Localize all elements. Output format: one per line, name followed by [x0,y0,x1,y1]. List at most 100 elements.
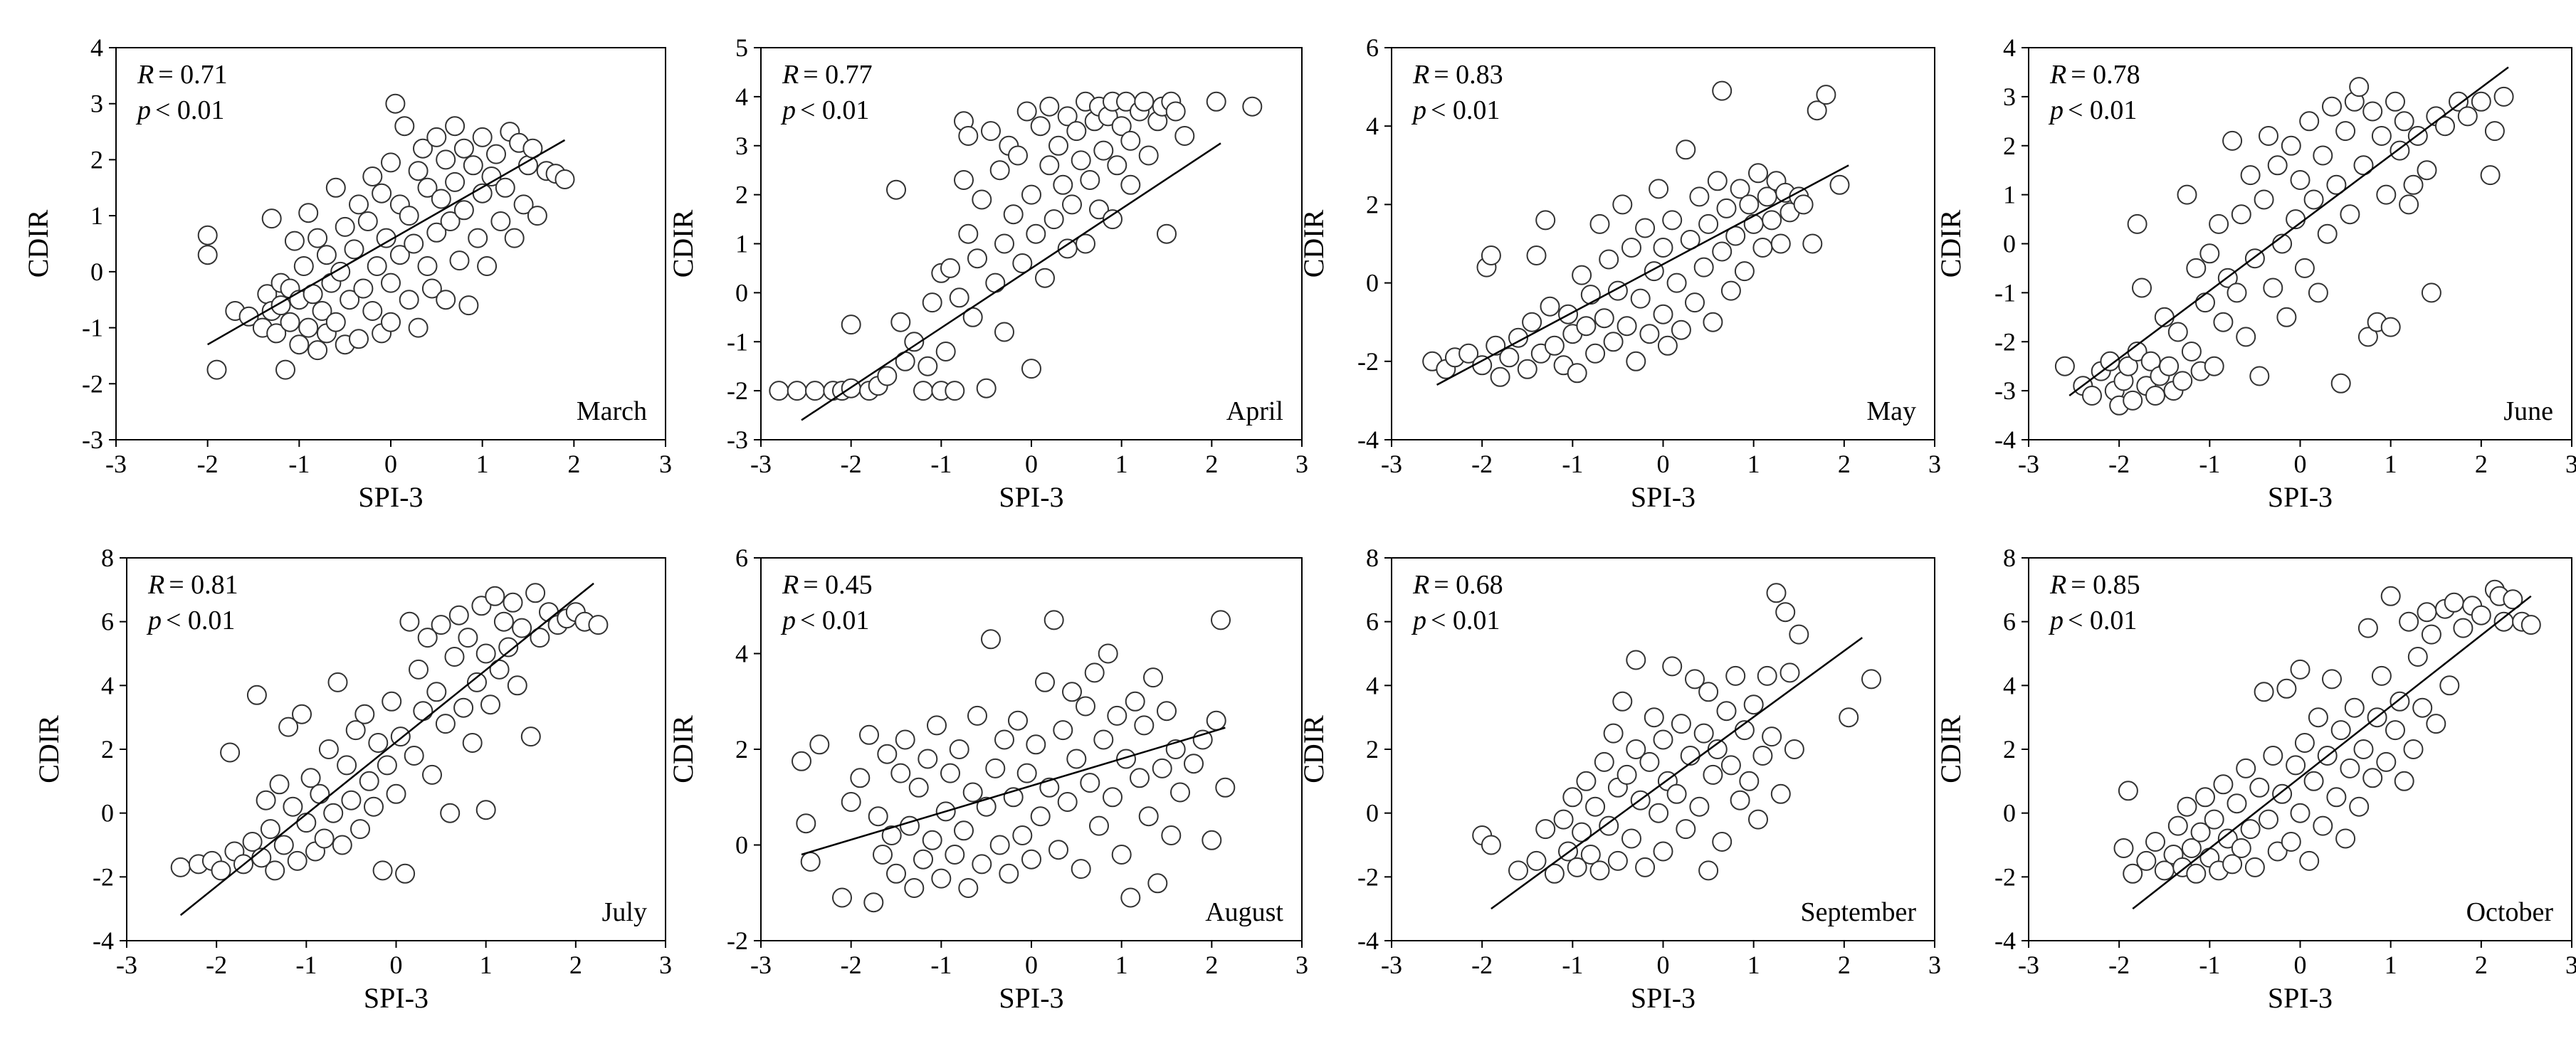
data-point [1147,873,1168,894]
r-value: = 0.85 [2071,570,2140,600]
data-point [364,796,384,817]
data-point [1585,796,1606,817]
data-point [1053,174,1073,195]
data-point [1080,170,1100,190]
data-point [2322,669,2342,690]
correlation-r: R = 0.77 [782,60,873,90]
data-point [1594,308,1614,329]
data-point [211,860,231,881]
x-tick-label: -3 [1381,951,1402,979]
data-point [1242,96,1263,117]
x-tick-label: -2 [841,450,862,478]
data-point [404,233,424,254]
p-value-text: < 0.01 [166,606,235,635]
data-point [1093,140,1114,161]
data-point [1526,850,1547,871]
data-point [2399,611,2419,632]
p-value-text: < 0.01 [1431,95,1500,125]
data-point [1138,145,1159,166]
y-tick-label: 0 [1366,799,1379,828]
data-point [2421,282,2441,303]
x-tick-label: -3 [2018,951,2039,979]
data-point [1639,751,1660,772]
data-point [1712,241,1733,262]
y-tick-label: 3 [90,90,103,118]
y-tick-label: 4 [735,83,748,111]
data-point [2267,155,2288,176]
data-point [2172,371,2193,391]
x-tick-label: -1 [1562,951,1583,979]
y-tick-label: -3 [727,426,748,454]
data-point [197,225,218,245]
data-point [504,228,525,248]
data-point [467,672,487,692]
x-tick-label: -2 [2108,951,2130,979]
data-point [1649,179,1669,199]
p-value-text: < 0.01 [800,95,869,125]
data-point [1107,705,1127,726]
data-point [2145,386,2165,406]
data-point [1653,841,1673,862]
data-point [2290,659,2310,680]
data-point [2376,751,2397,772]
data-point [417,628,438,648]
data-point [2417,160,2437,181]
data-point [2457,106,2478,127]
data-point [2281,832,2301,852]
data-point [1603,332,1624,352]
data-point [417,177,438,198]
data-point [1111,116,1132,137]
data-point [1016,763,1037,783]
data-point [2444,592,2464,613]
data-point [1739,771,1760,791]
data-point [421,278,442,299]
regression-line [801,727,1226,856]
data-point [480,694,500,715]
data-point [1202,830,1222,850]
data-point [283,796,303,817]
correlation-r: R = 0.83 [1412,60,1503,90]
x-tick-label: -1 [930,951,952,979]
data-point [1585,343,1606,364]
x-tick-label: 2 [569,951,582,979]
data-point [1734,261,1755,282]
data-point [362,301,383,321]
x-tick-label: 0 [384,450,397,478]
data-point [1685,669,1705,690]
data-point [1743,213,1764,234]
data-point [350,819,370,840]
data-point [1116,749,1136,769]
data-point [1635,218,1656,238]
data-point [890,763,911,783]
data-point [1003,204,1024,225]
data-point [513,194,534,215]
data-point [890,312,911,332]
data-point [972,854,992,875]
data-point [1698,682,1719,702]
y-tick-label: 6 [1366,33,1379,62]
x-tick-label: -2 [1471,951,1493,979]
data-point [1076,233,1095,254]
x-tick-label: 1 [2385,951,2397,979]
data-point [1576,316,1597,337]
data-point [2213,774,2234,795]
y-tick-label: 2 [2003,132,2016,160]
data-point [2435,116,2455,137]
y-axis-title: CDIR [1935,209,1967,278]
data-point [2127,213,2147,234]
data-point [1616,764,1637,785]
data-point [796,813,816,834]
data-point [904,878,925,898]
data-point [1676,819,1696,840]
data-point [2471,91,2491,112]
x-tick-label: 1 [480,951,493,979]
p-value-text: < 0.01 [1431,606,1500,635]
data-point [999,863,1019,884]
p-value: p < 0.01 [135,95,224,125]
data-point [444,647,465,667]
y-tick-label: -4 [1357,426,1379,454]
x-tick-label: -1 [295,951,317,979]
y-tick-label: 6 [1366,608,1379,636]
p-symbol: p [1411,606,1426,635]
data-point [389,245,410,265]
